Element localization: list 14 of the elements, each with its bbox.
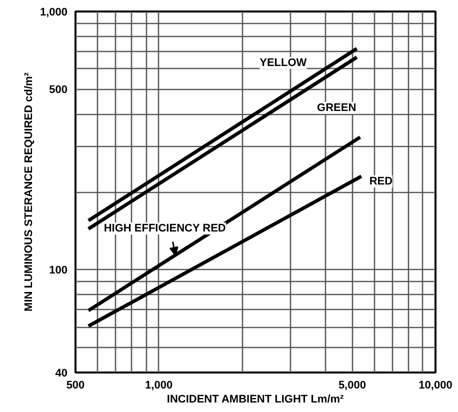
series-label: YELLOW [260,57,308,70]
y-tick-label: 1,000 [40,6,68,18]
y-tick-label: 500 [49,84,68,96]
series-label: GREEN [317,102,356,114]
series-label: RED [369,175,393,188]
x-tick-label: 10,000 [418,380,452,392]
y-axis-title: MIN LUMINOUS STERANCE REQUIRED cd/m² [22,72,35,312]
y-tick-label: 100 [49,264,68,277]
y-tick-label: 40 [55,368,68,380]
series-label: HIGH EFFICIENCY RED [104,222,226,235]
x-tick-label: 5,000 [338,380,366,392]
x-tick-label: 1,000 [145,380,173,392]
x-axis-title: INCIDENT AMBIENT LIGHT Lm/m² [166,394,344,406]
x-tick-label: 500 [66,380,85,392]
